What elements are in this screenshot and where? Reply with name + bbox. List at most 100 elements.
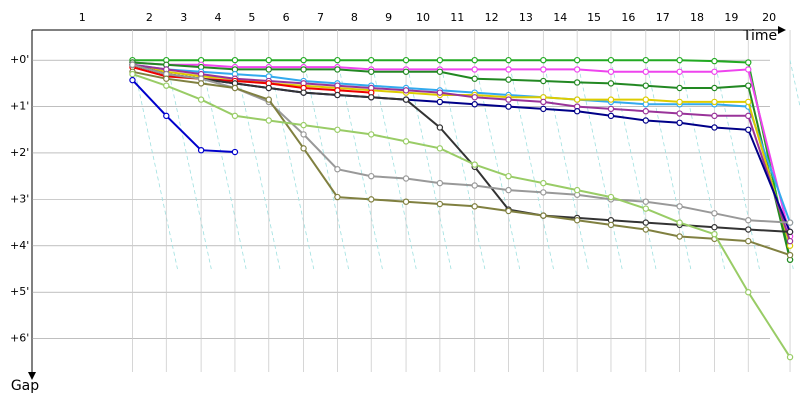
- data-point: [607, 56, 615, 64]
- series-line: [132, 61, 791, 260]
- data-point: [334, 56, 341, 64]
- lap-line: [645, 60, 692, 270]
- lap-line: [268, 60, 315, 270]
- data-point: [368, 172, 375, 180]
- data-point: [540, 105, 547, 113]
- data-point: [163, 112, 170, 120]
- data-point: [471, 161, 478, 168]
- data-point: [607, 96, 615, 103]
- data-point: [676, 68, 683, 75]
- data-point: [300, 131, 307, 138]
- data-point: [197, 96, 205, 103]
- data-point: [745, 112, 752, 120]
- data-point: [334, 193, 341, 201]
- lap-line: [405, 60, 452, 270]
- data-point: [436, 89, 444, 96]
- data-point: [786, 228, 794, 236]
- data-point: [540, 189, 547, 196]
- y-axis-arrow: [28, 372, 36, 380]
- x-tick-label: 18: [690, 11, 704, 24]
- lap-line: [714, 60, 760, 270]
- data-point: [607, 80, 615, 87]
- data-point: [300, 121, 307, 129]
- data-point: [573, 56, 581, 64]
- data-point: [436, 98, 444, 106]
- x-tick-label: 9: [385, 11, 392, 24]
- data-point: [368, 196, 375, 203]
- data-point: [505, 172, 512, 180]
- data-point: [540, 179, 547, 187]
- x-tick-label: 1: [79, 11, 86, 24]
- data-point: [745, 226, 752, 233]
- data-point: [540, 56, 547, 64]
- data-point: [540, 66, 547, 73]
- data-point: [505, 103, 512, 110]
- data-point: [505, 76, 512, 83]
- data-point: [471, 101, 478, 108]
- data-point: [540, 77, 547, 85]
- data-point: [368, 68, 375, 75]
- data-point: [676, 119, 683, 127]
- data-point: [436, 124, 444, 131]
- lap-line: [474, 60, 521, 270]
- data-point: [436, 56, 444, 64]
- data-point: [642, 82, 649, 89]
- data-point: [607, 105, 615, 113]
- data-point: [334, 66, 341, 73]
- data-point: [265, 117, 272, 124]
- data-point: [163, 75, 170, 82]
- data-point: [676, 110, 683, 117]
- data-point: [197, 80, 205, 87]
- data-point: [745, 237, 752, 245]
- x-tick-label: 6: [283, 11, 290, 24]
- data-point: [786, 353, 794, 361]
- data-point: [471, 56, 478, 64]
- lap-line: [370, 60, 417, 270]
- data-point: [573, 186, 581, 194]
- x-tick-label: 13: [519, 11, 533, 24]
- data-point: [607, 68, 615, 75]
- lap-line: [234, 60, 281, 270]
- data-point: [402, 87, 410, 94]
- data-point: [607, 221, 615, 229]
- data-point: [471, 182, 478, 189]
- data-point: [745, 217, 752, 224]
- data-point: [129, 76, 136, 84]
- data-point: [402, 96, 410, 103]
- data-point: [711, 224, 718, 231]
- data-point: [573, 217, 581, 224]
- data-point: [745, 82, 752, 89]
- series-line: [132, 63, 791, 233]
- series-line: [132, 63, 791, 223]
- data-point: [711, 112, 718, 120]
- lap-line: [200, 60, 247, 270]
- series-line: [132, 61, 791, 237]
- x-tick-label: 19: [724, 11, 738, 24]
- data-point: [197, 146, 205, 154]
- data-point: [300, 66, 307, 73]
- data-point: [642, 108, 649, 115]
- data-point: [436, 145, 444, 152]
- data-point: [436, 179, 444, 187]
- data-point: [676, 84, 683, 92]
- x-tick-label: 10: [416, 11, 430, 24]
- data-point: [505, 56, 512, 64]
- data-point: [505, 66, 512, 73]
- lap-line: [789, 60, 800, 109]
- data-point: [300, 145, 307, 152]
- x-tick-label: 7: [317, 11, 324, 24]
- data-point: [163, 82, 170, 89]
- x-tick-label: 12: [485, 11, 499, 24]
- data-point: [436, 68, 444, 75]
- y-tick-label: +2': [10, 146, 29, 159]
- series-line: [132, 70, 791, 257]
- data-point: [265, 84, 272, 92]
- x-tick-label: 15: [587, 11, 601, 24]
- data-point: [745, 66, 752, 73]
- y-tick-label: +1': [10, 100, 29, 113]
- data-point: [402, 175, 410, 182]
- data-point: [676, 219, 683, 226]
- data-point: [300, 89, 307, 96]
- data-point: [402, 56, 410, 64]
- x-tick-label: 20: [762, 11, 776, 24]
